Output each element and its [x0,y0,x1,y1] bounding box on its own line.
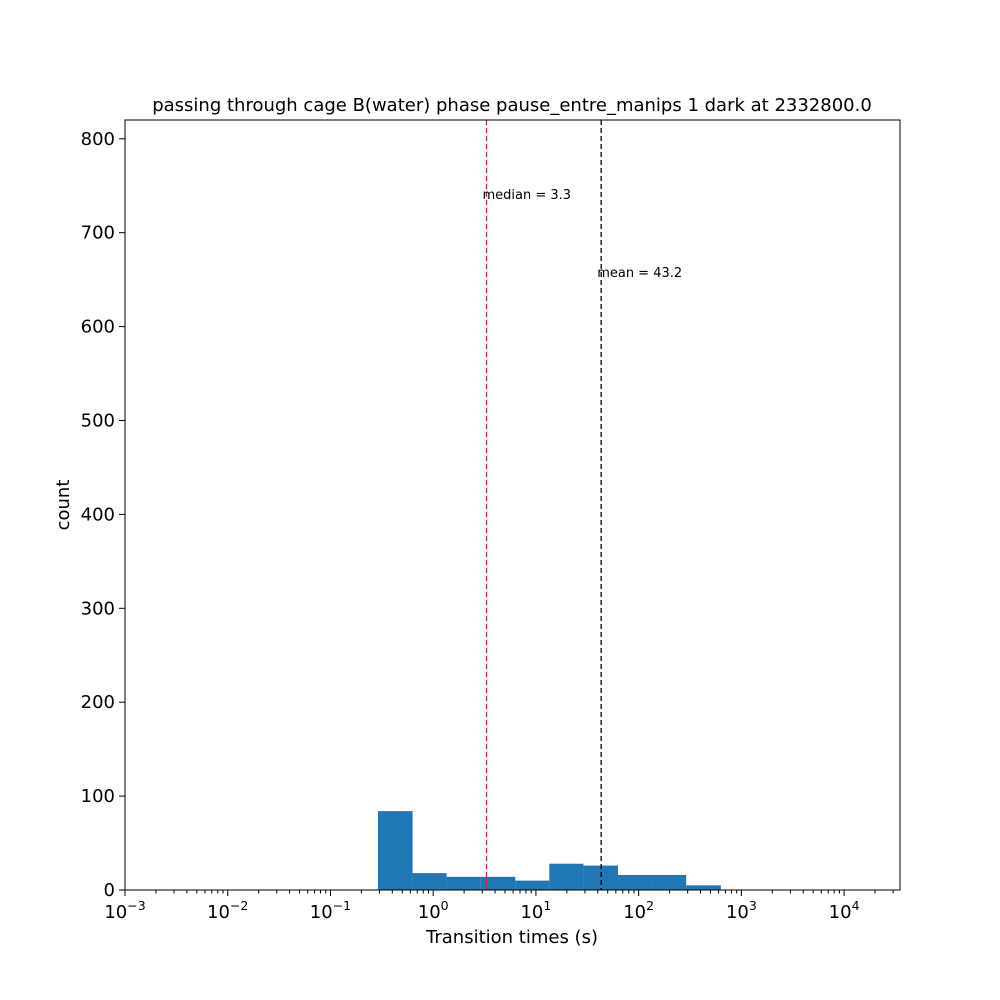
y-tick-label-6: 600 [81,317,115,338]
y-tick-label-1: 100 [81,786,115,807]
x-tick-label-5: 102 [623,898,654,923]
x-tick-label-1: 10−2 [207,898,248,923]
histogram-bar-7 [618,874,653,890]
y-tick-label-2: 200 [81,692,115,713]
x-tick-label-4: 101 [520,898,551,923]
histogram-bar-3 [480,876,516,890]
histogram-bar-9 [686,885,721,890]
reference-lines [485,120,602,890]
histogram-bar-2 [446,876,481,890]
x-tick-label-6: 103 [726,898,757,923]
y-tick-label-8: 800 [81,129,115,150]
x-tick-label-0: 10−3 [104,898,145,923]
y-tick-label-4: 400 [81,504,115,525]
x-tick-label-2: 10−1 [310,898,351,923]
x-axis-label: Transition times (s) [425,927,598,948]
y-axis-label: count [53,480,74,531]
histogram-bars [377,811,721,890]
annotation-label-0: median = 3.3 [482,188,571,203]
y-tick-label-3: 300 [81,598,115,619]
histogram-bar-6 [583,865,619,890]
histogram-bar-5 [549,863,584,890]
annotations: median = 3.3 mean = 43.2 [482,188,682,281]
y-axis-ticks: 0 100 200 300 400 500 600 700 800 [81,129,125,901]
x-axis-ticks: 10−3 10−2 10−1 100 101 102 103 104 [104,890,894,923]
y-tick-label-7: 700 [81,223,115,244]
histogram-bar-0 [377,811,413,890]
x-tick-label-7: 104 [829,898,860,923]
annotation-label-1: mean = 43.2 [597,266,682,281]
x-tick-label-3: 100 [418,898,449,923]
plot-frame [124,119,901,891]
histogram-bar-1 [412,873,447,890]
y-tick-label-0: 0 [104,880,115,901]
y-tick-label-5: 500 [81,410,115,431]
chart-title: passing through cage B(water) phase paus… [152,95,872,116]
histogram-bar-8 [652,874,687,890]
histogram-bar-4 [515,880,550,890]
